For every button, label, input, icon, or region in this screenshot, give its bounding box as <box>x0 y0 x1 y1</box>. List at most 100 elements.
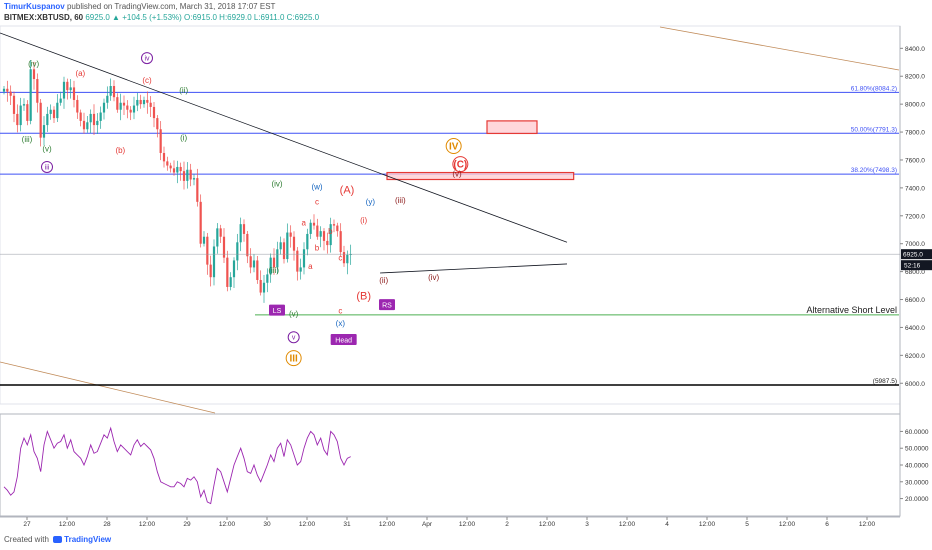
wave-label: b <box>328 227 333 236</box>
candle-body <box>236 242 239 261</box>
wave-badge <box>379 299 395 311</box>
alternative-short-level-label: Alternative Short Level <box>806 305 897 315</box>
rsi-tick-label: 20.0000 <box>905 496 929 503</box>
candle-body <box>182 171 186 181</box>
price-tick-label: 8000.0 <box>905 102 925 109</box>
time-tick-label: 12:00 <box>59 521 76 528</box>
tradingview-brand[interactable]: TradingView <box>64 535 112 544</box>
candle-body <box>249 256 252 268</box>
candle-body <box>152 106 156 119</box>
wave-label: IV <box>449 142 459 153</box>
price-tick-label: 7800.0 <box>905 130 925 137</box>
candle-body <box>56 102 59 119</box>
wave-badge-label: LS <box>273 308 282 315</box>
time-tick-label: 29 <box>183 521 191 528</box>
candle-body <box>266 274 269 283</box>
wave-label: c <box>315 198 319 207</box>
candle-body <box>32 69 36 80</box>
candle-body <box>336 225 339 232</box>
candle-body <box>89 113 92 123</box>
candle-body <box>279 242 282 250</box>
time-tick-label: 12:00 <box>699 521 716 528</box>
author-link[interactable]: TimurKuspanov <box>4 2 65 11</box>
candle-body <box>39 102 42 138</box>
candle-body <box>286 232 289 260</box>
candle-body <box>156 118 159 130</box>
wave-label: iii <box>45 164 50 171</box>
candle-body <box>349 254 352 255</box>
created-with-text: Created with <box>4 535 49 544</box>
price-tick-label: 8200.0 <box>905 74 925 81</box>
ohlc-text: O:6915.0 H:6929.0 L:6911.0 C:6925.0 <box>184 13 320 22</box>
candle-body <box>9 91 12 96</box>
candle-body <box>259 279 262 293</box>
price-tick-label: 8400.0 <box>905 46 925 53</box>
price-tick-label: 6600.0 <box>905 297 925 304</box>
candle-body <box>166 161 169 166</box>
wave-label: (a) <box>75 69 85 78</box>
candle-body <box>146 99 149 103</box>
time-tick-label: 4 <box>665 521 669 528</box>
candle-body <box>172 168 176 173</box>
candle-body <box>219 228 222 237</box>
candle-body <box>179 166 182 172</box>
target-zone-box[interactable] <box>486 120 538 135</box>
wave-circle <box>141 52 153 65</box>
fib-level-label: 38.20%(7498.3) <box>851 167 897 174</box>
descending-trendline[interactable] <box>0 32 568 243</box>
rsi-line <box>3 426 351 505</box>
candle-body <box>332 224 336 226</box>
price-tick-label: 6200.0 <box>905 353 925 360</box>
time-tick-label: 30 <box>263 521 271 528</box>
wave-badge <box>330 333 357 345</box>
fib-level-label: 61.80%(8084.2) <box>851 85 897 92</box>
candle-body <box>6 88 9 92</box>
time-tick-label: 6 <box>825 521 829 528</box>
rsi-tick-label: 50.0000 <box>905 446 929 453</box>
candle-body <box>272 257 276 268</box>
fib-level-label: 50.00%(7791.3) <box>851 126 897 133</box>
price-tick-label: 6400.0 <box>905 325 925 332</box>
candle-body <box>139 99 142 105</box>
candle-body <box>312 222 316 226</box>
wave-circle <box>285 350 302 367</box>
candle-body <box>232 260 236 278</box>
candle-body <box>82 120 86 130</box>
candle-body <box>59 98 62 103</box>
candle-body <box>252 260 256 268</box>
candle-body <box>129 109 132 113</box>
wave-label: (i) <box>360 216 367 225</box>
time-tick-label: 12:00 <box>859 521 876 528</box>
time-tick-label: 12:00 <box>379 521 396 528</box>
rsi-tick-label: 60.0000 <box>905 429 929 436</box>
time-tick-label: Apr <box>422 521 433 528</box>
candle-body <box>36 79 39 103</box>
candle-body <box>22 104 26 106</box>
time-tick-label: 3 <box>585 521 589 528</box>
wave-circle <box>445 138 462 155</box>
candle-body <box>16 113 19 126</box>
candle-body <box>119 102 122 110</box>
candle-body <box>239 224 242 243</box>
candle-body <box>126 105 129 110</box>
candle-body <box>346 254 349 264</box>
wave-label: (v) <box>42 145 52 154</box>
candle-body <box>159 129 162 153</box>
countdown-label: 52:16 <box>904 263 921 270</box>
candle-body <box>216 228 219 247</box>
candle-body <box>256 260 259 280</box>
candle-body <box>96 120 99 126</box>
candle-body <box>316 225 319 237</box>
rsi-tick-label: 40.0000 <box>905 463 929 470</box>
time-tick-label: 28 <box>103 521 111 528</box>
time-tick-label: 12:00 <box>299 521 316 528</box>
rsi-tick-label: 30.0000 <box>905 479 929 486</box>
price-pane <box>0 25 901 405</box>
wave-badge <box>269 304 285 316</box>
target-zone-box[interactable] <box>386 171 575 181</box>
wave-label: (w) <box>311 182 322 191</box>
tradingview-logo-icon <box>53 536 63 544</box>
ascending-trendline[interactable] <box>379 263 568 274</box>
candle-body <box>326 240 329 246</box>
